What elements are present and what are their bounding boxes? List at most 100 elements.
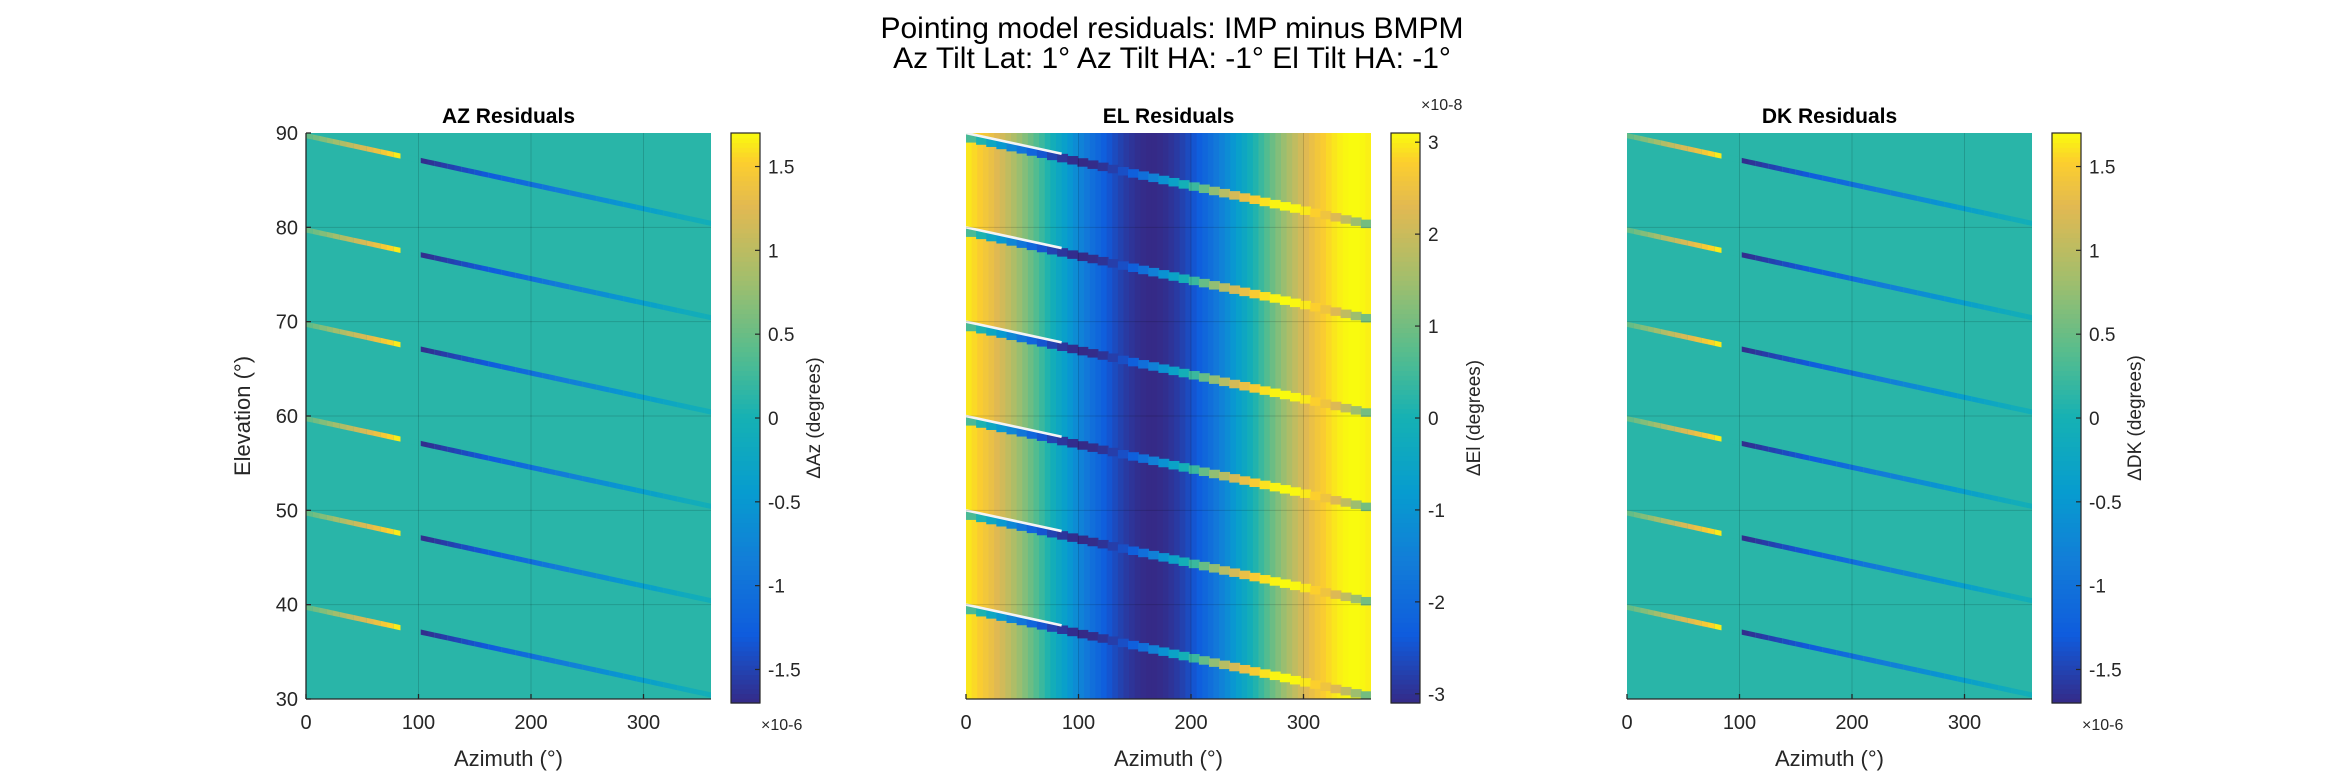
colorbar-swatch — [1391, 166, 1420, 171]
band-seam — [1077, 253, 1088, 261]
colorbar-swatch — [1391, 276, 1420, 281]
colorbar-swatch — [2052, 523, 2081, 528]
colorbar-swatch — [731, 561, 760, 566]
colorbar-swatch — [2052, 637, 2081, 642]
band-seam — [1077, 441, 1088, 449]
colorbar-swatch — [731, 618, 760, 623]
colorbar-swatch — [2052, 171, 2081, 176]
x-axis-label: Azimuth (°) — [1114, 746, 1223, 771]
colorbar-swatch — [1391, 257, 1420, 262]
band-seam — [1057, 154, 1068, 162]
colorbar-swatch — [2052, 518, 2081, 523]
colorbar-swatch — [731, 656, 760, 661]
band-seam — [1351, 500, 1362, 508]
colorbar-swatch — [731, 285, 760, 290]
band-seam — [1270, 577, 1281, 585]
colorbar-swatch — [2052, 290, 2081, 295]
band-seam — [1300, 206, 1311, 214]
colorbar-tick-label: 1 — [768, 241, 779, 262]
band-seam — [1331, 590, 1342, 598]
band-seam — [1250, 384, 1261, 392]
band-seam — [1148, 362, 1159, 370]
colorbar-swatch — [731, 603, 760, 608]
band-seam — [1209, 564, 1220, 572]
colorbar-swatch — [2052, 679, 2081, 684]
colorbar-swatch — [1391, 584, 1420, 589]
colorbar-swatch — [731, 418, 760, 423]
colorbar-swatch — [2052, 447, 2081, 452]
colorbar-swatch — [2052, 428, 2081, 433]
colorbar-swatch — [2052, 480, 2081, 485]
band-seam — [1179, 652, 1190, 660]
colorbar-swatch — [2052, 318, 2081, 323]
band-seam — [1351, 312, 1362, 320]
colorbar-swatch — [731, 152, 760, 157]
band-seam — [1158, 364, 1169, 372]
band-seam — [1098, 634, 1109, 642]
colorbar-swatch — [1391, 176, 1420, 181]
colorbar-tick-label: -1.5 — [768, 660, 801, 681]
band-seam — [1199, 185, 1210, 193]
colorbar-swatch — [2052, 551, 2081, 556]
colorbar-swatch — [731, 679, 760, 684]
colorbar-swatch — [731, 333, 760, 338]
colorbar-swatch — [1391, 428, 1420, 433]
colorbar-swatch — [731, 546, 760, 551]
band-seam — [1219, 378, 1230, 386]
colorbar-swatch — [2052, 470, 2081, 475]
colorbar-swatch — [2052, 314, 2081, 319]
colorbar-swatch — [2052, 603, 2081, 608]
colorbar-swatch — [731, 233, 760, 238]
colorbar-swatch — [2052, 556, 2081, 561]
colorbar-swatch — [2052, 394, 2081, 399]
colorbar-swatch — [731, 565, 760, 570]
band-seam — [1199, 656, 1210, 664]
band-seam — [1128, 264, 1139, 272]
band-seam — [1077, 347, 1088, 355]
colorbar-swatch — [1391, 185, 1420, 190]
band-seam — [1128, 358, 1139, 366]
colorbar-swatch — [731, 532, 760, 537]
colorbar-swatch — [2052, 380, 2081, 385]
band-seam — [1128, 452, 1139, 460]
colorbar-swatch — [2052, 513, 2081, 518]
band-seam — [1229, 380, 1240, 388]
colorbar-swatch — [1391, 375, 1420, 380]
colorbar-swatch — [1391, 399, 1420, 404]
colorbar-swatch — [2052, 195, 2081, 200]
band-seam — [1169, 272, 1180, 280]
x-tick-label: 0 — [960, 712, 971, 734]
colorbar-swatch — [2052, 219, 2081, 224]
colorbar-swatch — [2052, 570, 2081, 575]
x-tick-label: 300 — [1948, 712, 1981, 734]
colorbar-swatch — [731, 542, 760, 547]
x-tick-label: 300 — [1287, 712, 1320, 734]
colorbar-swatch — [2052, 143, 2081, 148]
colorbar-exponent: ×10-6 — [761, 717, 802, 734]
colorbar-swatch — [731, 181, 760, 186]
colorbar-swatch — [731, 261, 760, 266]
colorbar-swatch — [1391, 499, 1420, 504]
colorbar-label: ΔEl (degrees) — [1464, 360, 1485, 476]
band-seam — [1118, 639, 1129, 647]
band-seam — [1229, 663, 1240, 671]
band-seam — [1199, 562, 1210, 570]
colorbar-swatch — [731, 209, 760, 214]
band-seam — [1067, 628, 1078, 636]
colorbar-swatch — [2052, 684, 2081, 689]
colorbar-swatch — [731, 276, 760, 281]
colorbar-swatch — [2052, 176, 2081, 181]
colorbar-swatch — [1391, 580, 1420, 585]
colorbar-swatch — [2052, 333, 2081, 338]
band-seam — [1250, 667, 1261, 675]
band-seam — [1189, 371, 1200, 379]
band-seam — [1310, 586, 1321, 594]
colorbar-swatch — [731, 147, 760, 152]
colorbar-swatch — [731, 347, 760, 352]
colorbar-swatch — [731, 480, 760, 485]
colorbar-swatch — [2052, 223, 2081, 228]
colorbar-swatch — [2052, 494, 2081, 499]
band-seam — [1239, 571, 1250, 579]
x-axis-label: Azimuth (°) — [1775, 746, 1884, 771]
colorbar-swatch — [2052, 475, 2081, 480]
